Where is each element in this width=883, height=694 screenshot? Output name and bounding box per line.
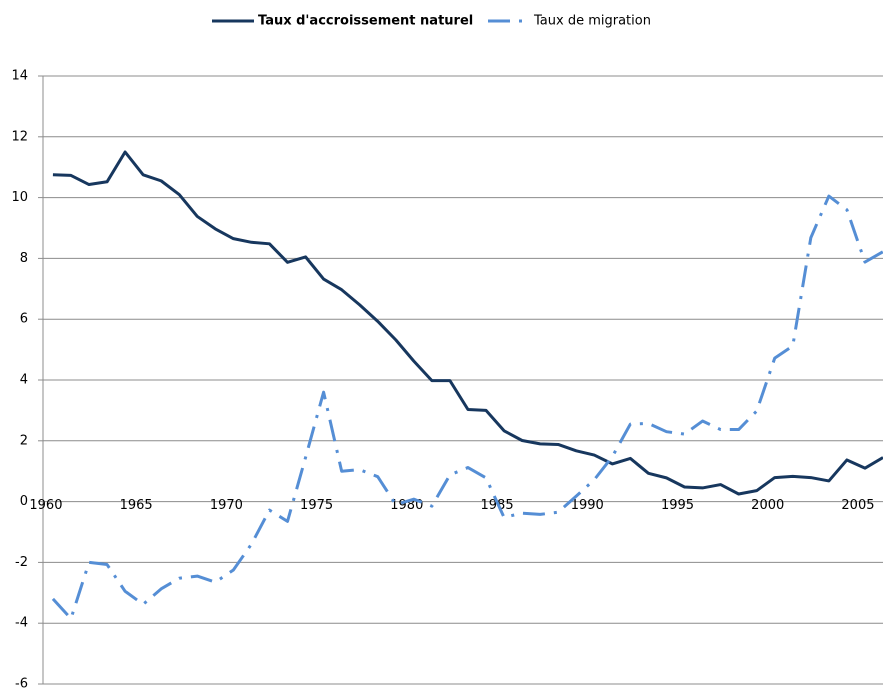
y-tick-label: -2	[15, 555, 28, 570]
y-tick-label: 2	[20, 433, 28, 448]
x-tick-label: 1975	[300, 498, 333, 513]
y-tick-label: -6	[15, 677, 28, 691]
data-line	[52, 150, 883, 496]
legend-label: Taux d'accroissement naturel	[258, 14, 473, 29]
x-tick-label: 1960	[29, 498, 62, 513]
x-tick-label: 2000	[751, 498, 784, 513]
legend-label: Taux de migration	[533, 14, 651, 29]
y-tick-label: 12	[11, 129, 28, 144]
y-tick-label: -4	[15, 616, 28, 631]
x-tick-label: 2005	[841, 498, 874, 513]
y-tick-label: 8	[20, 251, 28, 266]
y-tick-label: 10	[11, 190, 28, 205]
x-tick-label: 1965	[120, 498, 153, 513]
x-tick-label: 1995	[661, 498, 694, 513]
data-line	[51, 194, 883, 621]
x-tick-label: 1980	[390, 498, 423, 513]
y-tick-label: 6	[20, 312, 28, 327]
x-tick-label: 1990	[571, 498, 604, 513]
x-tick-label: 1970	[210, 498, 243, 513]
y-tick-label: 0	[20, 494, 28, 509]
y-tick-label: 14	[11, 69, 28, 84]
y-tick-label: 4	[20, 373, 28, 388]
